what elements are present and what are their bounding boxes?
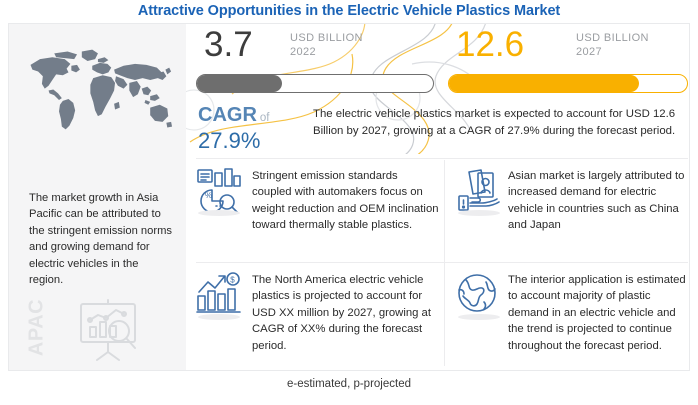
cagr-label: CAGR (198, 104, 257, 126)
stat-year-label: 2027 (576, 45, 603, 58)
insight-card-north-america: $ The North America electric vehicle pla… (196, 272, 440, 354)
hand-holding-documents-icon (458, 169, 500, 211)
icon-shadow (198, 314, 240, 320)
divider-horizontal-top (196, 158, 688, 159)
card-text: The North America electric vehicle plast… (252, 274, 431, 352)
footnote: e-estimated, p-projected (286, 378, 411, 390)
card-text: The interior application is estimated to… (508, 274, 686, 352)
svg-text:$: $ (230, 275, 235, 284)
page-title: Attractive Opportunities in the Electric… (137, 3, 561, 19)
cagr-of-label: of (259, 112, 270, 124)
stat-units: USD BILLION 2027 (576, 32, 649, 59)
insight-card-interior-application: The interior application is estimated to… (456, 272, 690, 354)
progress-bar-2027 (448, 74, 688, 93)
left-region-panel: The market growth in Asia Pacific can be… (9, 24, 186, 370)
region-label-apac: APAC (25, 298, 48, 357)
stat-market-size-2027: 12.6 USD BILLION 2027 (448, 25, 688, 93)
growth-bar-chart-dollar-icon: $ (196, 272, 241, 313)
stat-units: USD BILLION 2022 (290, 32, 363, 59)
cagr-value: 27.9% (198, 128, 261, 153)
stat-units-label: USD BILLION (576, 32, 649, 44)
svg-text:%: % (205, 191, 212, 200)
icon-shadow (198, 210, 240, 216)
globe-icon (458, 274, 496, 312)
stat-header: 3.7 USD BILLION 2022 (196, 25, 434, 68)
insight-card-emission-standards: % Stringent emission standards coupled w… (196, 168, 440, 234)
divider-vertical (444, 160, 445, 366)
stat-year-label: 2022 (290, 45, 317, 58)
stat-value: 3.7 (204, 25, 253, 64)
card-text: Stringent emission standards coupled wit… (252, 170, 439, 232)
stat-value: 12.6 (456, 25, 525, 64)
stat-header: 12.6 USD BILLION 2027 (448, 25, 688, 68)
insight-card-asian-market: Asian market is largely attributed to in… (456, 168, 690, 234)
lead-paragraph: The electric vehicle plastics market is … (313, 108, 676, 137)
stat-units-label: USD BILLION (290, 32, 363, 44)
presentation-chart-magnifier-icon (80, 299, 136, 361)
cagr-label-row: CAGR of (198, 104, 310, 129)
world-map-icon (30, 49, 173, 130)
divider-horizontal-bottom (196, 262, 688, 263)
cagr-block: CAGR of 27.9% (198, 104, 310, 153)
progress-bar-2022 (196, 74, 434, 93)
icon-shadow (458, 314, 500, 320)
card-text: Asian market is largely attributed to in… (508, 170, 685, 232)
pie-bar-chart-magnifier-icon: % (197, 168, 241, 214)
stat-market-size-2022: 3.7 USD BILLION 2022 (196, 25, 434, 93)
icon-shadow (458, 210, 500, 216)
progress-bar-fill (449, 75, 640, 92)
left-panel-text: The market growth in Asia Pacific can be… (29, 192, 173, 287)
progress-bar-fill (197, 75, 282, 92)
